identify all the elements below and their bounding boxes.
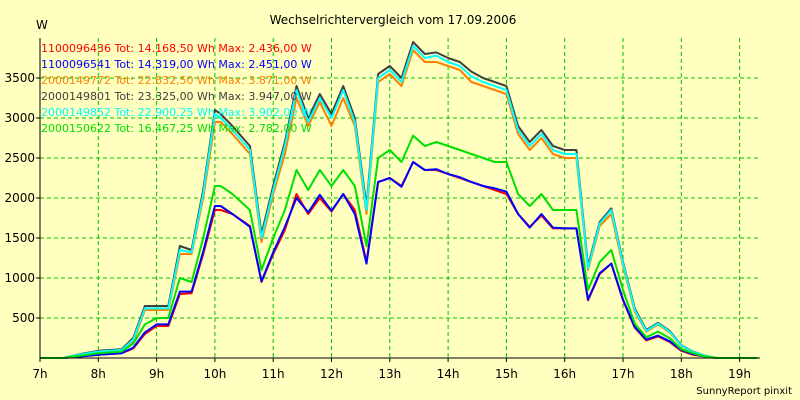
series-line-1100096541 <box>40 161 758 359</box>
x-tick-label-2: 9h <box>149 367 164 381</box>
y-tick-label-1: 1000 <box>4 271 35 285</box>
x-tick-label-3: 10h <box>203 367 226 381</box>
x-tick-label-8: 15h <box>495 367 518 381</box>
y-tick-label-4: 2500 <box>4 151 35 165</box>
chart-title: Wechselrichtervergleich vom 17.09.2006 <box>270 13 517 27</box>
x-tick-label-6: 13h <box>378 367 401 381</box>
legend-entry-2000149852: 2000149852 Tot: 22.900,25 Wh Max: 3.902,… <box>41 106 312 119</box>
x-tick-label-12: 19h <box>728 367 751 381</box>
series-line-2000149852 <box>40 45 758 359</box>
y-axis-label: W <box>36 18 48 32</box>
series-line-2000150622 <box>40 134 758 359</box>
x-tick-label-11: 18h <box>670 367 693 381</box>
x-tick-label-9: 16h <box>553 367 576 381</box>
footer-credit: SunnyReport pinxit <box>696 386 792 397</box>
x-tick-label-10: 17h <box>612 367 635 381</box>
y-tick-label-2: 1500 <box>4 231 35 245</box>
y-tick-label-3: 2000 <box>4 191 35 205</box>
y-tick-label-0: 500 <box>12 311 35 325</box>
legend-entry-1100096436: 1100096436 Tot: 14.168,50 Wh Max: 2.436,… <box>41 42 312 55</box>
legend-entry-2000150622: 2000150622 Tot: 16.467,25 Wh Max: 2.782,… <box>41 122 312 135</box>
series-group <box>40 41 758 359</box>
x-tick-label-4: 11h <box>262 367 285 381</box>
x-tick-label-7: 14h <box>437 367 460 381</box>
legend: 1100096436 Tot: 14.168,50 Wh Max: 2.436,… <box>41 42 312 135</box>
x-tick-label-0: 7h <box>32 367 47 381</box>
x-tick-label-1: 8h <box>91 367 106 381</box>
y-axis-ticks: 500 1000 1500 2000 2500 3000 3500 <box>4 71 40 325</box>
legend-entry-1100096541: 1100096541 Tot: 14.319,00 Wh Max: 2.451,… <box>41 58 312 71</box>
legend-entry-2000149801: 2000149801 Tot: 23.325,00 Wh Max: 3.947,… <box>41 90 312 103</box>
y-tick-label-6: 3500 <box>4 71 35 85</box>
x-axis-ticks: 7h 8h 9h 10h 11h 12h 13h 14h 15h 16h 17h 18h 19h <box>32 358 751 381</box>
x-tick-label-5: 12h <box>320 367 343 381</box>
legend-entry-2000149772: 2000149772 Tot: 22.632,50 Wh Max: 3.871,… <box>41 74 312 87</box>
y-tick-label-5: 3000 <box>4 111 35 125</box>
